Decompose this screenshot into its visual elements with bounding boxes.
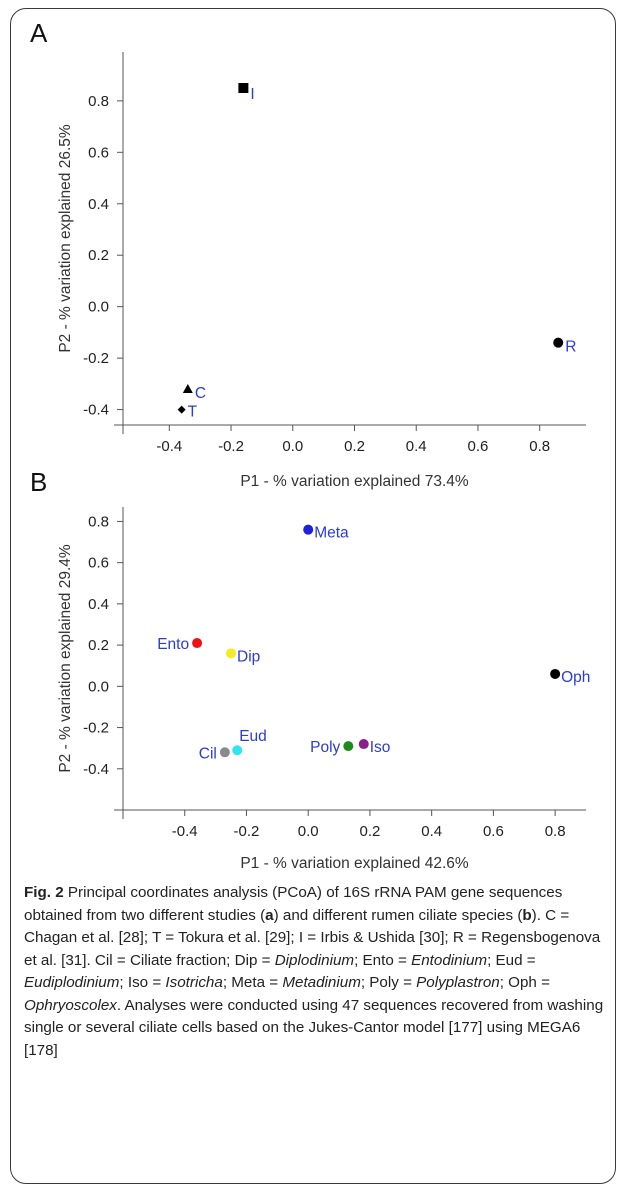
caption-fig-number: Fig. 2 [24,884,64,901]
caption-text: ; Ento = [354,951,412,969]
point-i [238,83,249,94]
figure-frame [10,8,616,1184]
y-tick-label: 0.2 [88,637,109,654]
x-tick-label: -0.4 [156,438,182,455]
pcoa-chart-a: -0.4 -0.2 0.0 0.2 0.4 0.6 0.8 -0.4 -0.2 0.0 0.2 0.4… [57,52,586,490]
panel-a-letter: A [30,18,48,48]
x-tick-label: 0.4 [421,823,442,840]
figure-caption: Fig. 2 Principal coordinates analysis (P… [24,882,604,1062]
x-tick-label: -0.4 [172,823,198,840]
y-tick-label: -0.2 [83,350,109,367]
caption-bold-b: b [522,906,532,924]
caption-text: . Analyses were conducted using 47 seque… [24,996,604,1059]
x-tick-label: -0.2 [234,823,260,840]
point-label-ento: Ento [157,636,189,653]
x-tick-label: 0.2 [360,823,381,840]
caption-text: Principal coordinates analysis (PCoA) of… [24,884,563,924]
point-eud [232,745,243,756]
caption-italic: Eudiplodinium [24,974,120,991]
x-tick-label: 0.0 [298,823,319,840]
caption-text: ) and different rumen ciliate species ( [273,906,523,924]
caption-italic: Diplodinium [274,951,355,969]
y-tick-label: -0.2 [83,720,109,737]
x-tick-label: 0.8 [545,823,566,840]
y-tick-label: 0.4 [88,596,109,613]
point-poly [343,741,354,752]
point-label-i: I [250,86,254,103]
point-dip [226,648,237,659]
point-label-c: C [195,385,206,402]
x-tick-label: 0.6 [483,823,504,840]
caption-italic: Ophryoscolex [24,996,117,1014]
y-tick-label: -0.4 [83,402,109,419]
caption-text: ; Eud = [487,951,536,969]
x-axis-title: P1 - % variation explained 73.4% [240,473,469,490]
caption-text: ; Poly = [360,974,417,991]
caption-italic: Polyplastron [416,974,500,991]
point-label-meta: Meta [314,525,349,542]
y-axis-title: P2 - % variation explained 26.5% [57,124,74,353]
pcoa-chart-b: -0.4 -0.2 0.0 0.2 0.4 0.6 0.8 -0.4 -0.2 0.0 0.2 0.4… [57,507,590,872]
caption-italic: Isotricha [165,974,223,991]
y-tick-label: 0.6 [88,555,109,572]
y-tick-label: 0.4 [88,196,109,213]
y-tick-label: 0.0 [88,299,109,316]
panel-b-letter: B [30,467,48,497]
x-tick-label: 0.4 [406,438,427,455]
x-axis-title: P1 - % variation explained 42.6% [240,855,469,872]
point-iso [358,739,369,750]
point-label-cil: Cil [199,745,217,762]
caption-bold-a: a [265,906,274,924]
point-c [182,383,193,393]
point-label-t: T [188,404,198,421]
point-label-dip: Dip [237,648,260,665]
caption-italic: Metadinium [282,974,361,991]
x-tick-label: -0.2 [218,438,244,455]
caption-text: ; Meta = [222,974,283,991]
point-t [177,405,186,414]
y-tick-label: 0.0 [88,678,109,695]
point-label-eud: Eud [239,728,267,745]
y-tick-label: -0.4 [83,761,109,778]
point-cil [219,747,230,758]
point-ento [192,638,203,649]
y-tick-label: 0.2 [88,247,109,264]
point-oph [550,668,561,679]
point-meta [303,524,314,535]
y-tick-label: 0.6 [88,144,109,161]
caption-italic: Entodinium [411,951,488,969]
y-tick-label: 0.8 [88,513,109,530]
point-r [553,337,564,348]
x-tick-label: 0.0 [282,438,303,455]
point-label-oph: Oph [561,669,590,686]
y-tick-label: 0.8 [88,93,109,110]
point-label-iso: Iso [370,739,391,756]
point-label-poly: Poly [310,739,340,756]
caption-text: ; Iso = [119,974,166,991]
caption-text: ; Oph = [499,974,550,991]
x-tick-label: 0.8 [529,438,550,455]
y-axis-title: P2 - % variation explained 29.4% [57,544,74,773]
x-tick-label: 0.6 [468,438,489,455]
x-tick-label: 0.2 [344,438,365,455]
caption-text: ). C = Chagan et al. [28]; T = Tokura et… [24,906,601,969]
point-label-r: R [565,339,576,356]
